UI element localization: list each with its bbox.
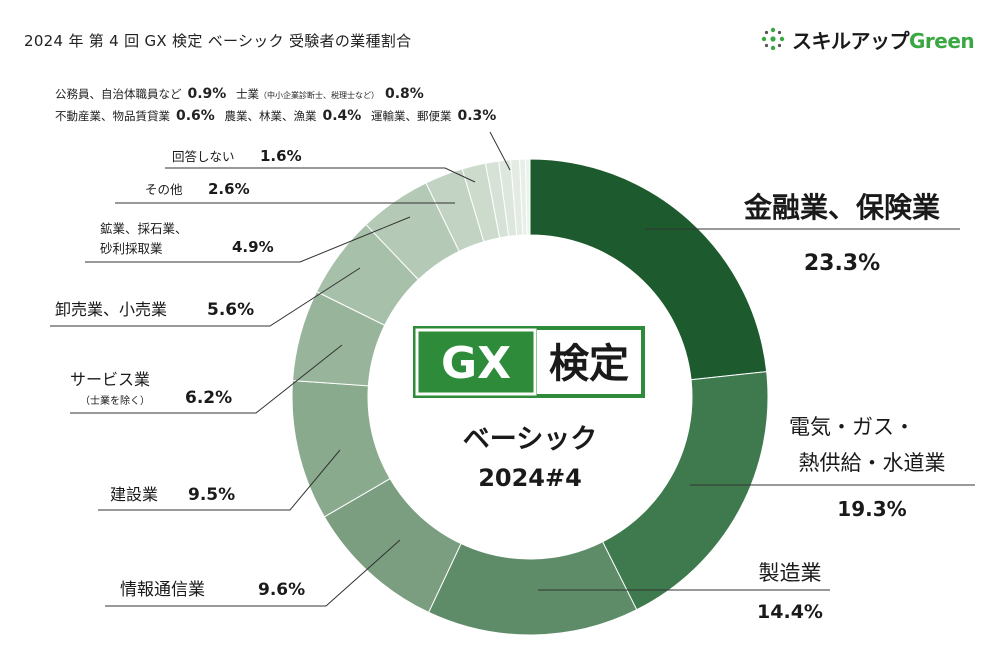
donut-slices xyxy=(291,158,769,636)
label-manufacturing-pct: 14.4% xyxy=(757,601,823,623)
label-service-name: サービス業 xyxy=(70,370,150,389)
label-transport-name: 運輸業、郵便業 xyxy=(370,109,452,123)
label-other-pct: 2.6% xyxy=(208,180,250,198)
label-other-name: その他 xyxy=(145,182,183,197)
label-noanswer-name: 回答しない xyxy=(172,149,235,164)
leader-line-it xyxy=(105,539,401,607)
label-shigyo-name: 士業 xyxy=(235,87,259,101)
sparkle-logo-icon xyxy=(761,27,785,51)
label-noanswer-pct: 1.6% xyxy=(260,147,302,165)
label-finance-name: 金融業、保険業 xyxy=(743,191,940,224)
label-mining-pct: 4.9% xyxy=(232,238,274,256)
label-construction-pct: 9.5% xyxy=(188,485,235,505)
label-electric-name-2: 熱供給・水道業 xyxy=(799,451,946,475)
center-line-1: ベーシック xyxy=(463,424,597,455)
donut-slice-2 xyxy=(601,371,769,611)
label-shigyo-pct: 0.8% xyxy=(384,86,424,102)
label-electric-pct: 19.3% xyxy=(837,497,906,521)
leader-line-noanswer xyxy=(165,167,476,183)
gx-badge-gx: GX xyxy=(441,338,511,389)
label-realestate-name: 不動産業、物品賃貸業 xyxy=(55,109,170,123)
leader-line-retail xyxy=(50,267,361,327)
label-realestate-pct: 0.6% xyxy=(176,108,215,124)
small-labels-row-1: 公務員、自治体職員など 0.9% 士業（中小企業診断士、税理士など） 0.8% xyxy=(55,86,430,102)
label-agri-name: 農業、林業、漁業 xyxy=(224,109,317,123)
leader-line-mining xyxy=(85,216,411,263)
gx-badge: GX 検定 xyxy=(413,326,645,398)
label-mining-name-1: 鉱業、採石業、 xyxy=(100,221,188,236)
label-transport-pct: 0.3% xyxy=(457,108,497,124)
label-retail-pct: 5.6% xyxy=(207,300,254,320)
label-shigyo-note: （中小企業診断士、税理士など） xyxy=(258,91,379,100)
label-it-name: 情報通信業 xyxy=(120,580,205,600)
donut-slice-1 xyxy=(529,158,768,381)
small-labels-row-2: 不動産業、物品賃貸業 0.6% 農業、林業、漁業 0.4% 運輸業、郵便業 0.3% xyxy=(55,108,502,124)
brand-name: スキルアップGreen xyxy=(792,28,975,53)
brand-logo: スキルアップGreen xyxy=(760,24,975,54)
label-public-pct: 0.9% xyxy=(187,86,227,102)
label-public-name: 公務員、自治体職員など xyxy=(55,87,182,101)
label-agri-pct: 0.4% xyxy=(322,108,362,124)
donut-slice-15 xyxy=(525,158,531,236)
label-it-pct: 9.6% xyxy=(258,580,305,600)
label-finance-pct: 23.3% xyxy=(804,251,880,276)
label-retail-name: 卸売業、小売業 xyxy=(55,300,167,319)
label-manufacturing-name: 製造業 xyxy=(759,561,822,585)
center-line-2: 2024#4 xyxy=(478,464,582,492)
donut-slice-3 xyxy=(427,541,638,636)
label-mining-name-2: 砂利採取業 xyxy=(100,241,163,256)
label-electric-name-1: 電気・ガス・ xyxy=(789,415,915,439)
leader-line-service xyxy=(70,344,343,414)
gx-badge-kentei: 検定 xyxy=(549,341,629,387)
leader-line-small-group xyxy=(489,131,511,171)
leader-line-construction xyxy=(98,449,341,511)
leader-lines xyxy=(50,131,975,607)
label-service-note: （士業を除く） xyxy=(80,394,150,407)
label-service-pct: 6.2% xyxy=(185,388,232,408)
label-construction-name: 建設業 xyxy=(110,485,158,504)
chart-title: 2024 年 第 4 回 GX 検定 ベーシック 受験者の業種割合 xyxy=(24,32,412,50)
